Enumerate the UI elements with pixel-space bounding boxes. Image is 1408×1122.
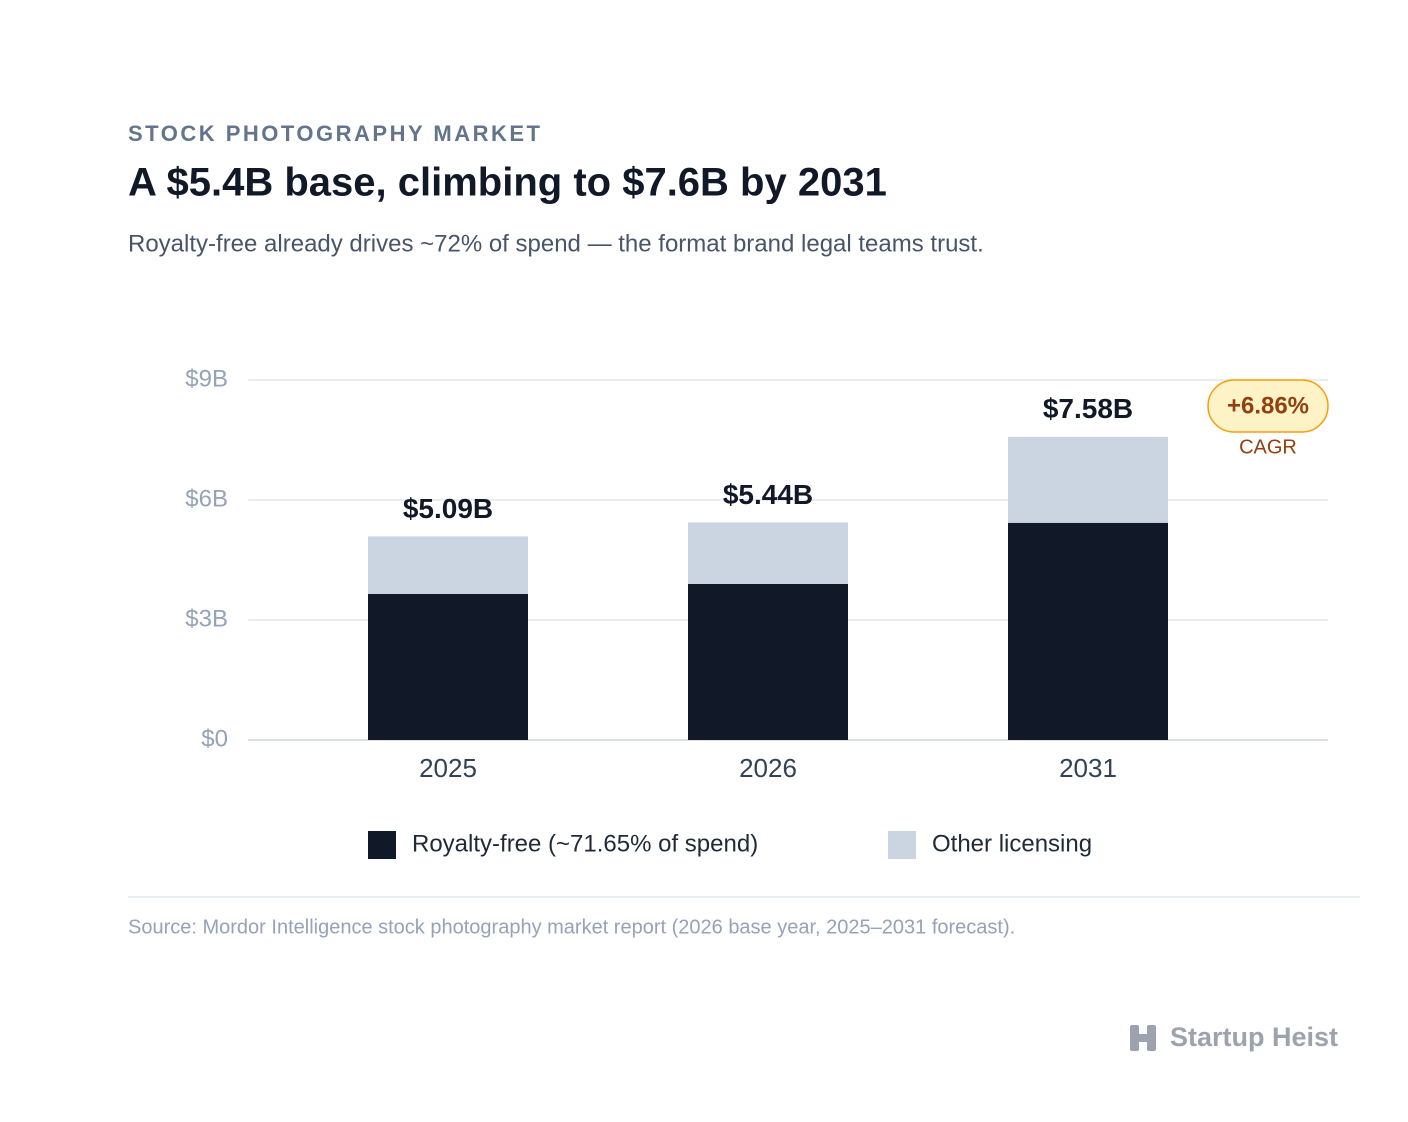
x-tick-label: 2025 [419,753,477,783]
cagr-label: CAGR [1239,436,1297,458]
bar-segment [1008,522,1168,740]
y-tick-label: $0 [201,725,228,752]
total-label: $5.09B [403,493,493,524]
bar-segment [1008,436,1168,523]
y-tick-label: $3B [185,605,228,632]
legend-swatch [888,831,916,859]
brand-icon [1130,1025,1156,1051]
x-tick-label: 2031 [1059,753,1117,783]
y-tick-label: $9B [185,365,228,392]
total-label: $5.44B [723,479,813,510]
legend-label: Royalty-free (~71.65% of spend) [412,830,758,857]
cagr-value: +6.86% [1227,392,1309,419]
x-tick-label: 2026 [739,753,797,783]
brand: Startup Heist [1170,1022,1338,1052]
chart-title: A $5.4B base, climbing to $7.6B by 2031 [128,161,887,205]
bar-segment [368,536,528,594]
bar-segment [368,594,528,740]
total-label: $7.58B [1043,393,1133,424]
bar-segment [688,522,848,584]
legend-label: Other licensing [932,830,1092,857]
eyebrow: STOCK PHOTOGRAPHY MARKET [128,121,542,146]
y-tick-label: $6B [185,485,228,512]
legend-swatch [368,831,396,859]
cagr-badge [1207,379,1329,433]
bar-segment [688,584,848,740]
source: Source: Mordor Intelligence stock photog… [128,916,1015,938]
subtitle: Royalty-free already drives ~72% of spen… [128,230,984,257]
